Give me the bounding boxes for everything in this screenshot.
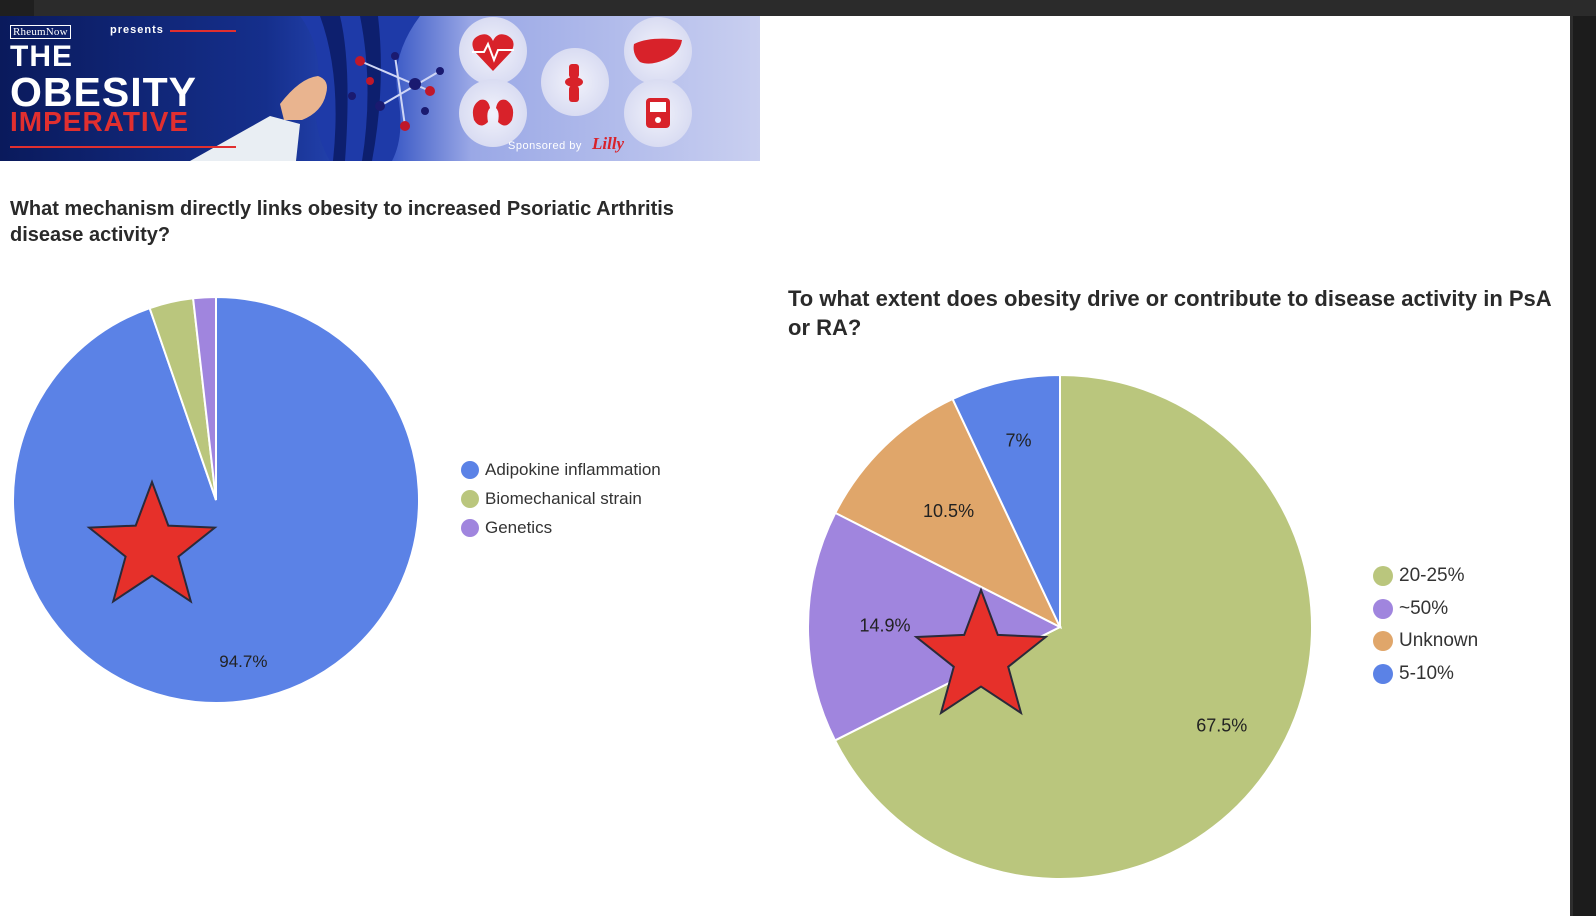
legend-label: Adipokine inflammation <box>485 460 661 479</box>
banner-title-line1: THE <box>10 40 73 73</box>
legend-label: 5-10% <box>1399 662 1454 684</box>
window-top-bar <box>0 0 1596 16</box>
sleeve-shape <box>190 116 300 161</box>
heart-icon <box>459 17 527 85</box>
pie-data-label: 7% <box>1006 430 1032 450</box>
chart1-title: What mechanism directly links obesity to… <box>10 198 674 246</box>
legend-swatch <box>1373 631 1393 651</box>
pie-data-label: 14.9% <box>859 615 910 635</box>
sponsor-logo: Lilly <box>592 134 625 153</box>
legend-label: 20-25% <box>1399 565 1465 586</box>
legend-label: Genetics <box>485 518 553 537</box>
legend-swatch <box>1373 566 1393 586</box>
legend-label: ~50% <box>1399 597 1449 619</box>
pie-data-label: 10.5% <box>923 501 974 521</box>
sponsor-text: Sponsored by <box>508 140 582 152</box>
chart1-pie: 94.7% <box>12 295 420 704</box>
hand-shape <box>280 76 327 120</box>
banner-background <box>0 16 760 161</box>
legend-item: Genetics <box>461 518 552 538</box>
pie-slice-50 <box>807 511 1063 742</box>
kidney-icon <box>459 79 527 147</box>
legend-item: Adipokine inflammation <box>461 460 661 480</box>
chart2-title: To what extent does obesity drive or con… <box>788 286 1551 340</box>
legend-item: 5-10% <box>1373 663 1454 685</box>
legend-swatch <box>461 519 479 537</box>
highlight-star-marker <box>913 587 1049 716</box>
legend-label: Biomechanical strain <box>485 489 642 508</box>
rheumnow-logo: RheumNow <box>10 25 71 39</box>
knee-joint-icon <box>541 48 609 116</box>
legend-swatch <box>461 461 479 479</box>
banner: RheumNow presents THE OBESITY IMPERATIVE… <box>0 16 760 161</box>
pie-slice-20-25 <box>833 373 1313 880</box>
pie-slice-5-10 <box>951 373 1061 628</box>
legend-swatch <box>1373 663 1393 684</box>
window-right-edge <box>1570 16 1596 916</box>
pie-slice-genetics <box>191 295 217 501</box>
pie-slice-unknown <box>833 397 1063 630</box>
legend-swatch <box>1373 598 1393 619</box>
pie-data-label: 67.5% <box>1196 715 1247 735</box>
curtain-shape <box>300 16 420 161</box>
pie-data-label: 94.7% <box>219 652 267 671</box>
legend-item: Biomechanical strain <box>461 489 642 509</box>
legend-item: 20-25% <box>1373 565 1465 587</box>
legend-label: Unknown <box>1399 630 1479 651</box>
banner-title-line3: IMPERATIVE <box>10 106 190 137</box>
highlight-star-marker <box>86 479 218 604</box>
glucose-meter-icon <box>624 79 692 147</box>
window-tab[interactable] <box>0 0 34 16</box>
legend-swatch <box>461 490 479 508</box>
banner-title-line2: OBESITY <box>10 69 197 115</box>
legend-item: Unknown <box>1373 630 1478 652</box>
legend-item: ~50% <box>1373 598 1448 620</box>
molecule-graphic <box>348 52 444 131</box>
presents-text: presents <box>110 24 164 36</box>
liver-icon <box>624 17 692 85</box>
